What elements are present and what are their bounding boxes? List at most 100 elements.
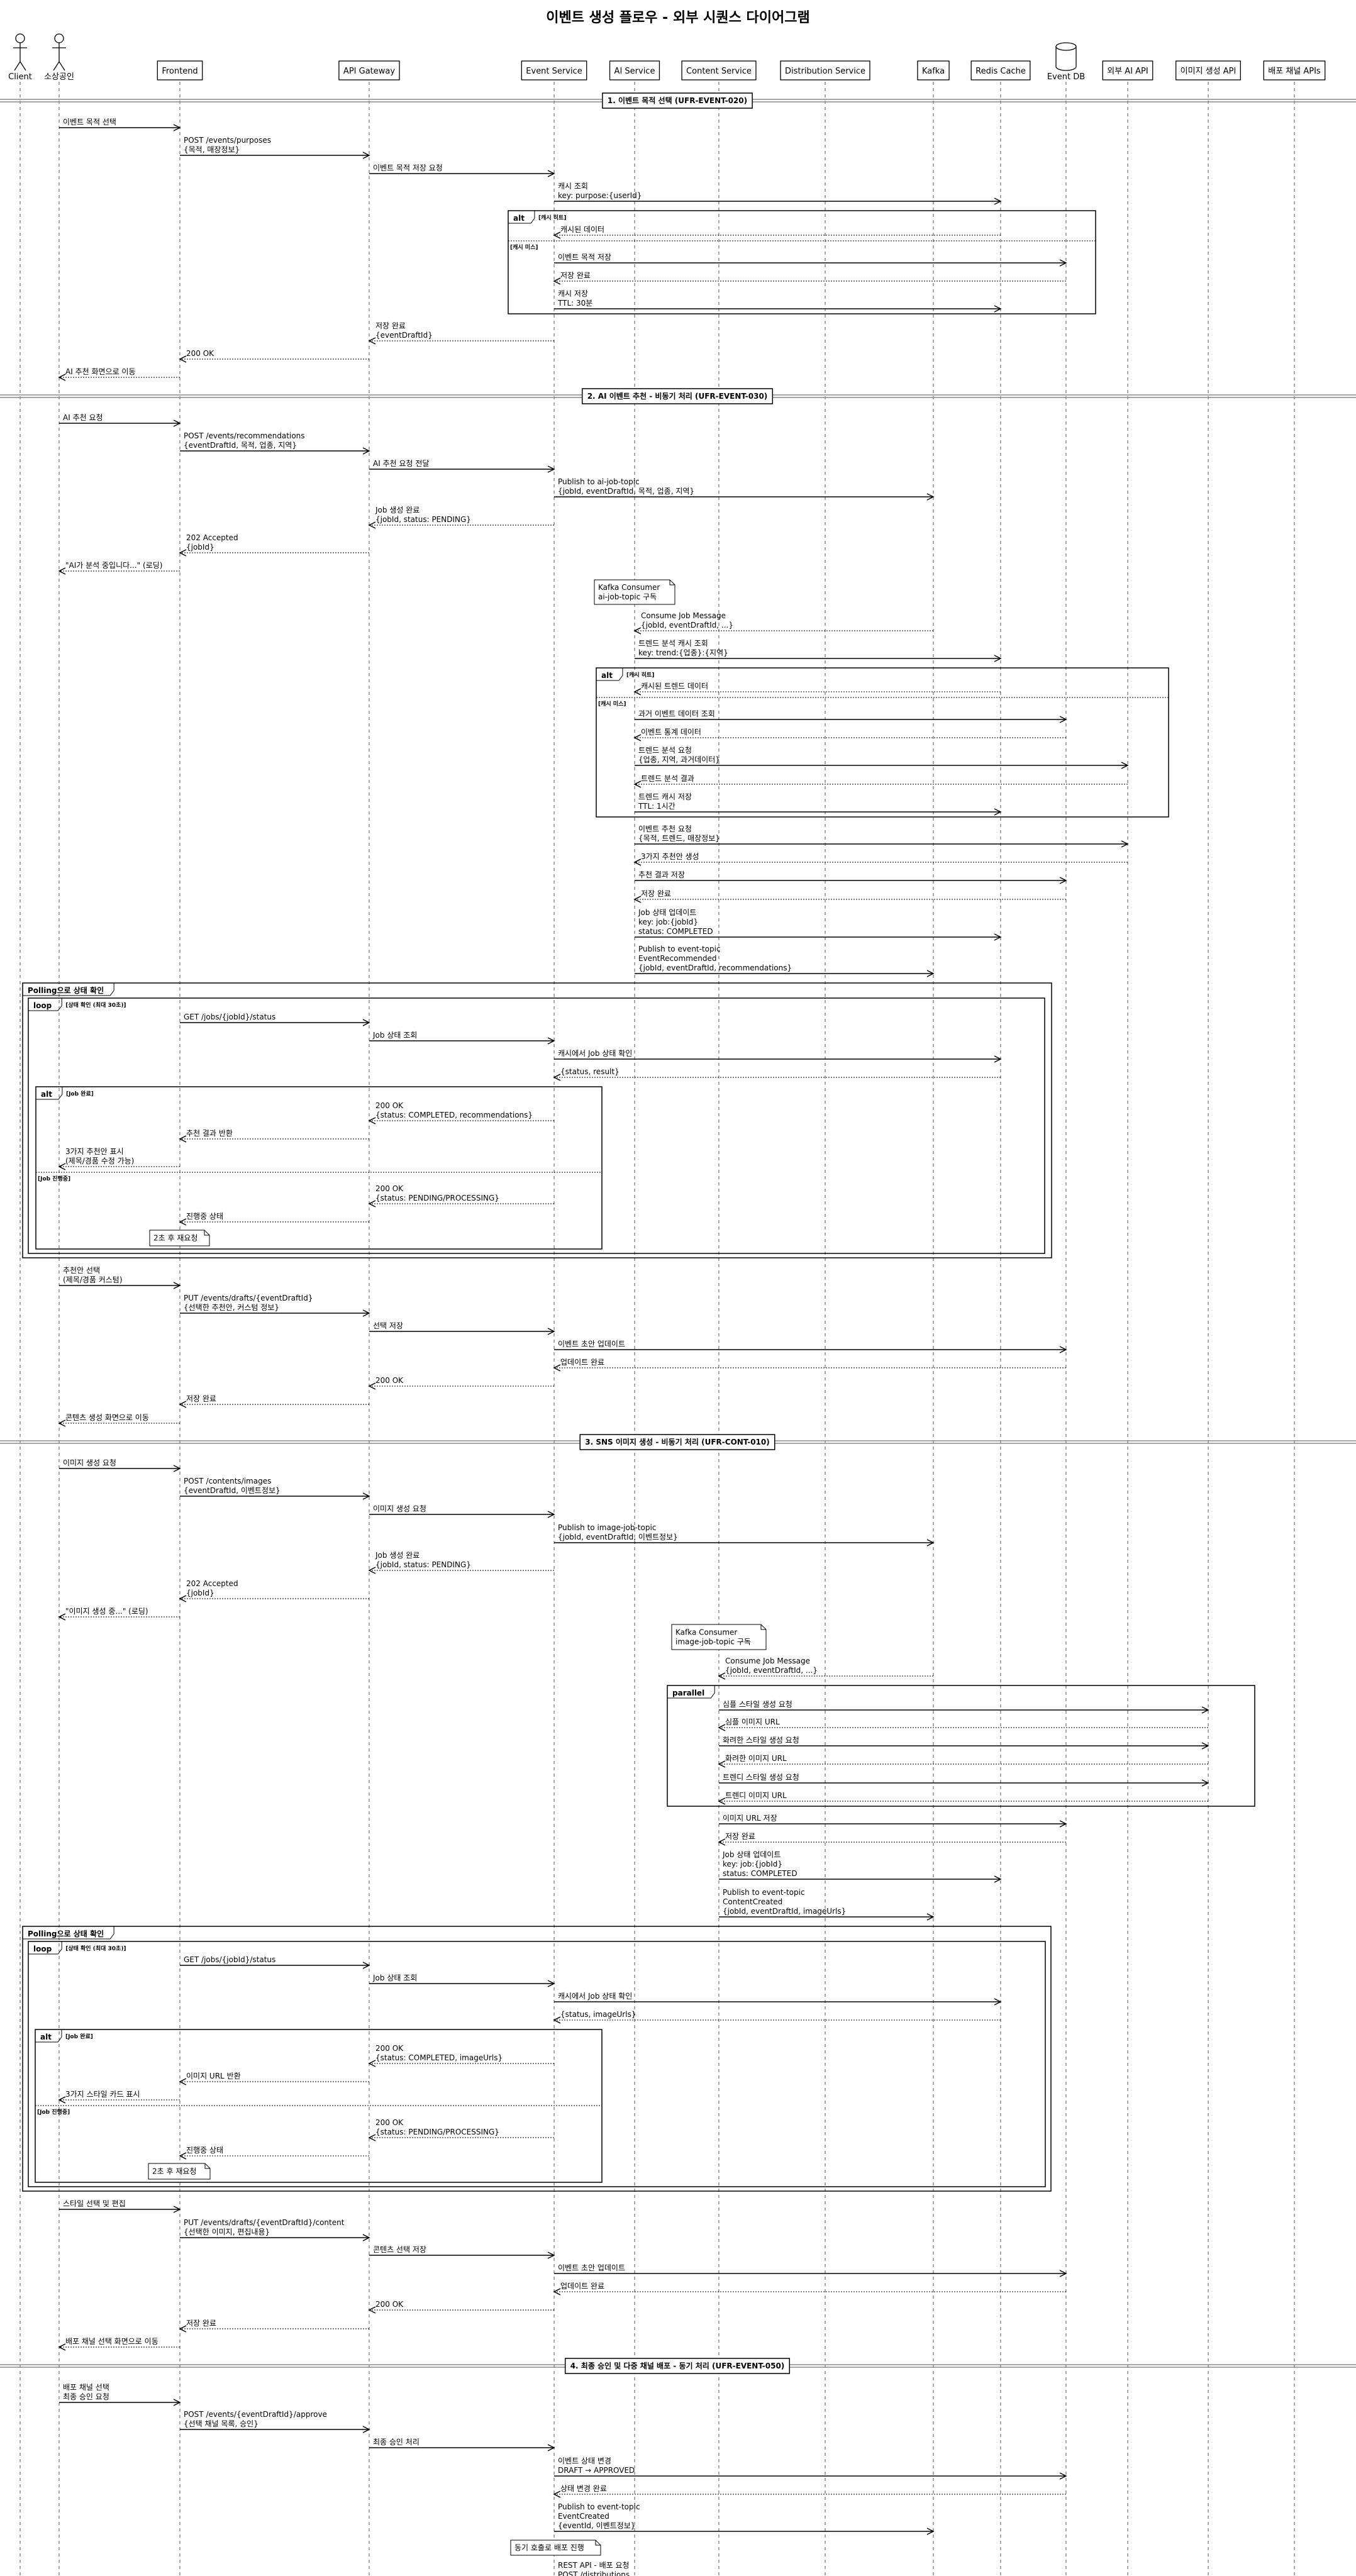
return-message: 200 OK{status: COMPLETED, imageUrls} <box>368 2044 554 2067</box>
arrowhead-icon <box>173 1465 181 1472</box>
return-message: 캐시된 트렌드 데이터 <box>633 682 1001 696</box>
arrowhead-icon <box>633 780 642 788</box>
diagram-title: 이벤트 생성 플로우 - 외부 시퀀스 다이어그램 <box>546 10 810 26</box>
arrowhead-icon <box>718 1760 726 1768</box>
fragment-else: [캐시 미스] <box>596 697 1169 708</box>
arrowhead-icon <box>547 1511 555 1518</box>
actor-icon <box>13 33 27 71</box>
participant-외부-ai-api: 외부 AI API <box>1102 60 1153 80</box>
fragment-label: loop <box>33 1001 52 1010</box>
return-message: 캐시된 데이터 <box>553 225 1001 239</box>
note-text: image-job-topic 구독 <box>675 1638 751 1646</box>
message-label: 추천 결과 저장 <box>638 870 685 879</box>
message-label: key: trend:{업종}:{지역} <box>638 648 728 657</box>
message-label: AI 추천 화면으로 이동 <box>65 367 136 376</box>
message-label: 콘텐츠 생성 화면으로 이동 <box>65 1413 149 1422</box>
fragment-condition: [캐시 히트] <box>538 214 566 221</box>
arrowhead-icon <box>179 2152 187 2160</box>
arrowhead-icon <box>718 1672 726 1680</box>
arrowhead-icon <box>547 465 555 473</box>
message-label: {jobId, eventDraftId, ...} <box>725 1666 818 1675</box>
arrowhead-icon <box>368 1117 376 1124</box>
message-label: POST /events/{eventDraftId}/approve <box>184 2410 327 2419</box>
arrowhead-icon <box>926 493 935 501</box>
arrowhead-icon <box>179 1401 187 1408</box>
message-label: 캐시 저장 <box>558 289 588 298</box>
arrowhead-icon <box>362 2234 370 2241</box>
fragment-loop: loop [상태 확인 (최대 30초)] <box>28 1941 1046 2187</box>
message-label: 캐시에서 Job 상태 확인 <box>558 1049 632 1058</box>
message-arrow: 콘텐츠 선택 저장 <box>369 2245 555 2259</box>
message-label: 200 OK <box>375 1101 404 1110</box>
message-label: POST /distributions <box>558 2570 630 2576</box>
arrowhead-icon <box>718 1838 726 1846</box>
message-arrow: 이미지 생성 요청 <box>369 1504 555 1518</box>
message-label: 과거 이벤트 데이터 조회 <box>638 709 715 718</box>
participant-box <box>521 60 587 80</box>
message-label: {jobId} <box>186 543 214 552</box>
message-label: 202 Accepted <box>186 1579 238 1588</box>
arrowhead-icon <box>553 1074 561 1081</box>
return-message: Job 생성 완료{jobId, status: PENDING} <box>368 1551 554 1574</box>
message-label: 저장 완료 <box>186 2319 216 2328</box>
arrowhead-icon <box>633 858 642 866</box>
participant-api-gateway: API Gateway <box>338 60 400 80</box>
participant-이미지-생성-api: 이미지 생성 API <box>1175 60 1241 80</box>
participant-배포-채널-apis: 배포 채널 APIs <box>1263 60 1326 80</box>
message-label: POST /events/recommendations <box>184 431 305 440</box>
arrowhead-icon <box>1121 840 1129 848</box>
message-label: {status, result} <box>560 1067 620 1076</box>
message-label: EventRecommended <box>638 954 716 963</box>
message-label: 이벤트 목적 저장 <box>558 253 611 262</box>
message-label: 화려한 스타일 생성 요청 <box>723 1736 799 1745</box>
message-label: 200 OK <box>375 2118 404 2127</box>
message-label: key: job:{jobId} <box>638 918 698 926</box>
message-label: GET /jobs/{jobId}/status <box>184 1955 275 1964</box>
arrowhead-icon <box>368 2060 376 2067</box>
message-label: Job 상태 업데이트 <box>722 1850 781 1859</box>
message-label: Publish to event-topic <box>558 2502 640 2511</box>
message-arrow: 이벤트 목적 저장 <box>554 253 1067 267</box>
participant-client: Client <box>8 33 32 82</box>
participant-label: Content Service <box>686 67 752 76</box>
message-label: {eventDraftId, 이벤트정보} <box>184 1486 281 1495</box>
message-label: TTL: 30분 <box>557 299 592 308</box>
return-message: 트렌디 이미지 URL <box>718 1791 1208 1805</box>
message-label: PUT /events/drafts/{eventDraftId}/conten… <box>184 2218 345 2227</box>
message-label: 업데이트 완료 <box>560 2282 604 2290</box>
message-label: 콘텐츠 선택 저장 <box>373 2245 426 2254</box>
return-message: 심플 이미지 URL <box>718 1718 1208 1731</box>
return-message: 200 OK <box>179 349 369 363</box>
message-arrow: Publish to event-topicContentCreated{job… <box>719 1888 935 1921</box>
fragment-loop: loop [상태 확인 (최대 30초)] <box>28 997 1045 1254</box>
message-label: 이미지 URL 저장 <box>723 1814 777 1823</box>
else-condition: [캐시 미스] <box>598 700 626 708</box>
return-message: 200 OK{status: PENDING/PROCESSING} <box>368 2118 554 2141</box>
note-text: Kafka Consumer <box>598 583 660 592</box>
arrowhead-icon <box>994 1055 1002 1063</box>
message-label: 심플 이미지 URL <box>725 1718 780 1726</box>
arrowhead-icon <box>368 2306 376 2314</box>
arrowhead-icon <box>179 2078 187 2085</box>
participant-label: 이미지 생성 API <box>1181 67 1237 76</box>
section-title: 3. SNS 이미지 생성 - 비동기 처리 (UFR-CONT-010) <box>585 1437 770 1446</box>
message-label: 이벤트 초안 업데이트 <box>558 2263 625 2272</box>
arrowhead-icon <box>179 1595 187 1602</box>
message-label: ContentCreated <box>723 1897 782 1906</box>
arrowhead-icon <box>173 419 181 427</box>
message-arrow: 이벤트 목적 저장 요청 <box>369 164 555 177</box>
arrowhead-icon <box>553 2016 561 2024</box>
message-label: 트렌드 분석 요청 <box>638 746 692 755</box>
return-message: 이벤트 통계 데이터 <box>633 728 1066 741</box>
return-message: 3가지 추천안 생성 <box>633 852 1128 866</box>
participant-box <box>917 60 950 80</box>
fragment-alt: alt [캐시 히트] <box>508 210 1096 314</box>
message-label: {status: PENDING/PROCESSING} <box>375 2128 499 2136</box>
note-text: Kafka Consumer <box>675 1628 737 1637</box>
message-label: {eventDraftId} <box>375 331 433 340</box>
message-label: Publish to event-topic <box>638 945 721 953</box>
message-label: 추천안 선택 <box>63 1265 100 1275</box>
